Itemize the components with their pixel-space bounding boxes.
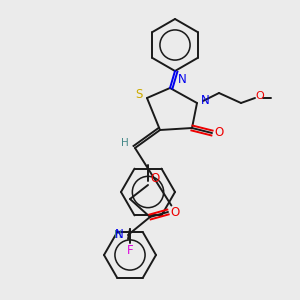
Text: H: H — [121, 138, 129, 148]
Text: N: N — [201, 94, 209, 107]
Text: F: F — [127, 244, 133, 257]
Text: O: O — [256, 91, 264, 101]
Text: H: H — [114, 230, 122, 240]
Text: S: S — [135, 88, 143, 101]
Text: N: N — [178, 73, 187, 86]
Text: N: N — [115, 229, 124, 242]
Text: O: O — [170, 206, 180, 218]
Text: O: O — [214, 127, 224, 140]
Text: O: O — [150, 172, 160, 184]
